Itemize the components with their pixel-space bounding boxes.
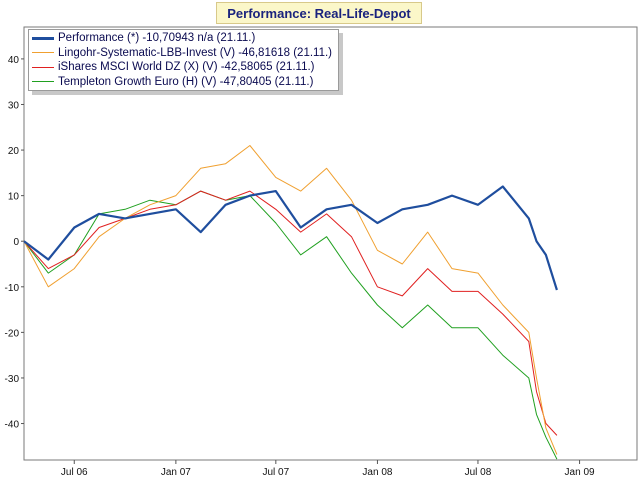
- y-tick-label: -20: [5, 328, 20, 339]
- x-tick-label: Jan 07: [161, 467, 191, 478]
- legend: Performance (*) -10,70943 n/a (21.11.) L…: [28, 29, 339, 91]
- x-tick-label: Jul 07: [262, 467, 289, 478]
- legend-item: Lingohr-Systematic-LBB-Invest (V) -46,81…: [32, 46, 335, 61]
- y-tick-label: 0: [13, 237, 19, 248]
- y-tick-label: 20: [8, 146, 20, 157]
- legend-label: Templeton Growth Euro (H) (V) -47,80405 …: [58, 75, 314, 88]
- legend-label: Performance (*) -10,70943 n/a (21.11.): [58, 32, 256, 45]
- legend-item: Templeton Growth Euro (H) (V) -47,80405 …: [32, 75, 335, 90]
- x-tick-label: Jul 08: [465, 467, 492, 478]
- x-tick-label: Jan 09: [565, 467, 595, 478]
- x-tick-label: Jan 08: [362, 467, 392, 478]
- legend-swatch: [32, 36, 54, 40]
- y-tick-label: -40: [5, 420, 20, 431]
- legend-swatch: [32, 66, 54, 68]
- series-lines: [23, 145, 558, 460]
- series-line-0: [23, 185, 558, 291]
- x-tick-label: Jul 06: [61, 467, 88, 478]
- y-tick-label: 40: [8, 55, 20, 66]
- legend-item: Performance (*) -10,70943 n/a (21.11.): [32, 31, 335, 46]
- chart-title: Performance: Real-Life-Depot: [216, 2, 422, 24]
- legend-label: Lingohr-Systematic-LBB-Invest (V) -46,81…: [58, 46, 332, 59]
- axes: [21, 26, 638, 464]
- legend-swatch: [32, 81, 54, 83]
- legend-item: iShares MSCI World DZ (X) (V) -42,58065 …: [32, 60, 335, 75]
- y-tick-label: -30: [5, 374, 20, 385]
- series-line-3: [23, 190, 558, 460]
- y-tick-label: 30: [8, 100, 20, 111]
- series-line-2: [23, 190, 558, 436]
- legend-label: iShares MSCI World DZ (X) (V) -42,58065 …: [58, 61, 315, 74]
- series-line-1: [23, 145, 558, 455]
- y-tick-label: 10: [8, 192, 20, 203]
- plot-area: [23, 26, 638, 461]
- legend-swatch: [32, 52, 54, 54]
- y-tick-label: -10: [5, 283, 20, 294]
- tick-labels: Jul 06 Jan 07 Jul 07 Jan 08 Jul 08 Jan 09 40 30…: [5, 55, 595, 478]
